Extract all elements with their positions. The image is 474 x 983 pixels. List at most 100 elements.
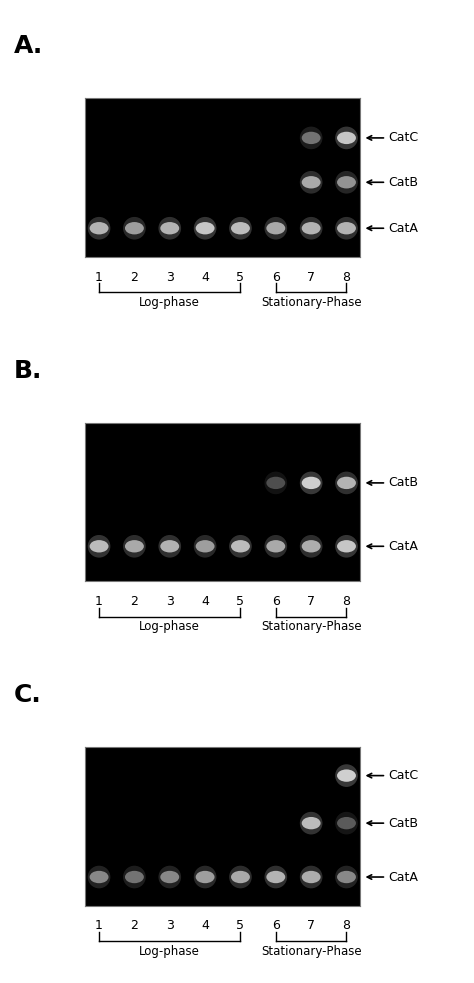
- Text: CatC: CatC: [389, 769, 419, 782]
- Ellipse shape: [335, 472, 358, 494]
- Ellipse shape: [231, 222, 250, 234]
- Text: Log-phase: Log-phase: [139, 296, 200, 309]
- Ellipse shape: [194, 866, 217, 889]
- Text: 5: 5: [237, 919, 245, 932]
- Text: 2: 2: [130, 919, 138, 932]
- Ellipse shape: [264, 866, 287, 889]
- Text: CatA: CatA: [389, 222, 419, 235]
- Text: 2: 2: [130, 595, 138, 607]
- Ellipse shape: [300, 127, 322, 149]
- Ellipse shape: [300, 866, 322, 889]
- Ellipse shape: [229, 866, 252, 889]
- Ellipse shape: [300, 171, 322, 194]
- Ellipse shape: [125, 222, 144, 234]
- Text: 4: 4: [201, 595, 209, 607]
- Ellipse shape: [266, 477, 285, 490]
- Text: 3: 3: [166, 270, 173, 283]
- Ellipse shape: [335, 535, 358, 557]
- Ellipse shape: [337, 817, 356, 830]
- Text: 5: 5: [237, 270, 245, 283]
- Ellipse shape: [301, 871, 320, 883]
- Ellipse shape: [301, 222, 320, 234]
- Ellipse shape: [335, 171, 358, 194]
- Text: CatB: CatB: [389, 176, 419, 189]
- Ellipse shape: [88, 535, 110, 557]
- Ellipse shape: [231, 871, 250, 883]
- Ellipse shape: [266, 222, 285, 234]
- Ellipse shape: [196, 540, 215, 552]
- Ellipse shape: [335, 866, 358, 889]
- Text: B.: B.: [14, 359, 43, 382]
- Ellipse shape: [300, 217, 322, 240]
- Ellipse shape: [337, 132, 356, 145]
- Text: 1: 1: [95, 595, 103, 607]
- Ellipse shape: [264, 535, 287, 557]
- Ellipse shape: [229, 535, 252, 557]
- Ellipse shape: [300, 812, 322, 835]
- Text: 6: 6: [272, 919, 280, 932]
- Text: CatA: CatA: [389, 540, 419, 552]
- Ellipse shape: [158, 866, 181, 889]
- Text: 7: 7: [307, 270, 315, 283]
- Text: 5: 5: [237, 595, 245, 607]
- Ellipse shape: [196, 222, 215, 234]
- Text: 7: 7: [307, 919, 315, 932]
- Text: Stationary-Phase: Stationary-Phase: [261, 620, 362, 633]
- Ellipse shape: [196, 871, 215, 883]
- Text: Log-phase: Log-phase: [139, 945, 200, 957]
- Text: Stationary-Phase: Stationary-Phase: [261, 296, 362, 309]
- Ellipse shape: [301, 477, 320, 490]
- Ellipse shape: [301, 132, 320, 145]
- Ellipse shape: [266, 871, 285, 883]
- Ellipse shape: [337, 176, 356, 189]
- Ellipse shape: [264, 217, 287, 240]
- Ellipse shape: [337, 871, 356, 883]
- Text: 3: 3: [166, 595, 173, 607]
- Text: 8: 8: [343, 595, 350, 607]
- Text: C.: C.: [14, 683, 42, 707]
- Ellipse shape: [301, 817, 320, 830]
- Text: 3: 3: [166, 919, 173, 932]
- Ellipse shape: [301, 540, 320, 552]
- Ellipse shape: [160, 871, 179, 883]
- Ellipse shape: [90, 871, 109, 883]
- Ellipse shape: [266, 540, 285, 552]
- Ellipse shape: [300, 472, 322, 494]
- Text: 6: 6: [272, 270, 280, 283]
- Text: 6: 6: [272, 595, 280, 607]
- Text: CatC: CatC: [389, 132, 419, 145]
- Ellipse shape: [194, 217, 217, 240]
- Text: 1: 1: [95, 919, 103, 932]
- Ellipse shape: [300, 535, 322, 557]
- Ellipse shape: [90, 540, 109, 552]
- Ellipse shape: [123, 217, 146, 240]
- Ellipse shape: [125, 871, 144, 883]
- Ellipse shape: [123, 866, 146, 889]
- Ellipse shape: [125, 540, 144, 552]
- Text: CatB: CatB: [389, 817, 419, 830]
- Ellipse shape: [229, 217, 252, 240]
- Ellipse shape: [335, 217, 358, 240]
- Text: 7: 7: [307, 595, 315, 607]
- Ellipse shape: [337, 540, 356, 552]
- Text: CatB: CatB: [389, 477, 419, 490]
- Text: Stationary-Phase: Stationary-Phase: [261, 945, 362, 957]
- Ellipse shape: [335, 764, 358, 787]
- Ellipse shape: [158, 217, 181, 240]
- Ellipse shape: [337, 477, 356, 490]
- Text: 8: 8: [343, 919, 350, 932]
- Text: A.: A.: [14, 34, 44, 58]
- Text: CatA: CatA: [389, 871, 419, 884]
- Text: 2: 2: [130, 270, 138, 283]
- Ellipse shape: [301, 176, 320, 189]
- Ellipse shape: [337, 222, 356, 234]
- Ellipse shape: [123, 535, 146, 557]
- Text: 8: 8: [343, 270, 350, 283]
- Text: 4: 4: [201, 919, 209, 932]
- Ellipse shape: [160, 222, 179, 234]
- Ellipse shape: [90, 222, 109, 234]
- Ellipse shape: [160, 540, 179, 552]
- Text: 4: 4: [201, 270, 209, 283]
- Ellipse shape: [158, 535, 181, 557]
- Ellipse shape: [88, 866, 110, 889]
